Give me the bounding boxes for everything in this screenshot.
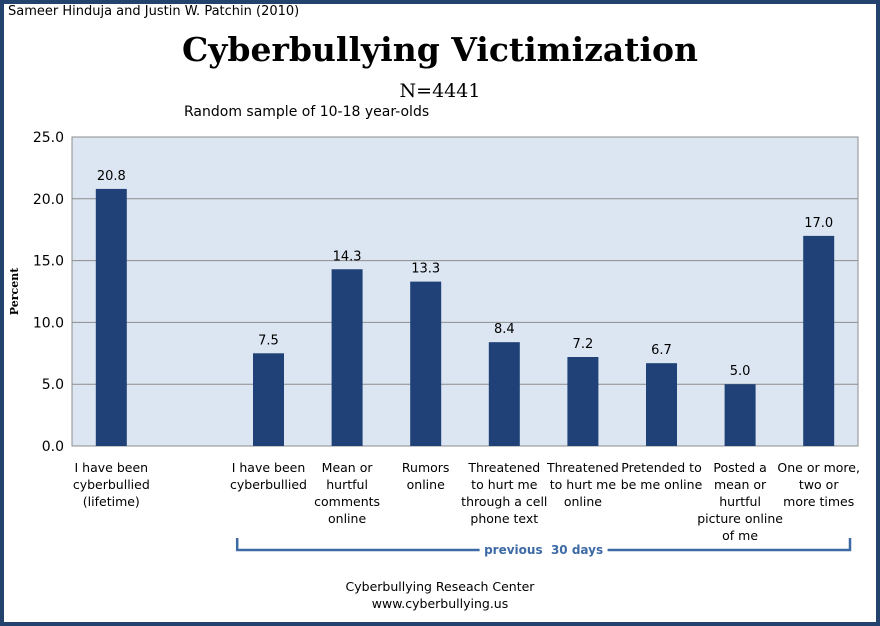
y-tick-label: 15.0 — [33, 254, 64, 270]
category-label: Mean or hurtful comments online — [314, 460, 380, 526]
bracket-left — [235, 538, 480, 552]
footer-url: www.cyberbullying.us — [371, 596, 509, 611]
category-label: One or more, two or more times — [777, 460, 860, 509]
category-label: Threatened to hurt me through a cell phone … — [461, 460, 547, 526]
bracket-label: previous 30 days — [484, 543, 603, 557]
data-label: 7.5 — [258, 333, 279, 348]
data-label: 20.8 — [97, 169, 126, 184]
author-credit: Sameer Hinduja and Justin W. Patchin (20… — [8, 4, 300, 19]
data-label: 6.7 — [651, 343, 672, 358]
category-label: Posted a mean or hurtful picture online of m… — [697, 460, 783, 543]
category-label: Threatened to hurt me online — [546, 460, 619, 509]
chart-subtitle: Random sample of 10-18 year-olds — [184, 104, 430, 120]
data-label: 7.2 — [573, 337, 594, 352]
category-label: I have been cyberbullied (lifetime) — [73, 460, 150, 509]
category-label: Rumors online — [402, 460, 450, 492]
category-label: I have been cyberbullied — [230, 460, 307, 492]
y-tick-label: 10.0 — [33, 315, 64, 331]
bar — [253, 353, 284, 446]
bracket-right — [607, 538, 852, 552]
bar — [646, 363, 677, 446]
data-label: 8.4 — [494, 322, 515, 337]
y-tick-label: 25.0 — [33, 130, 64, 146]
bar — [567, 357, 599, 446]
y-tick-label: 20.0 — [33, 192, 64, 208]
data-label: 14.3 — [333, 249, 362, 264]
bar — [95, 188, 127, 447]
sample-size-label: N=4441 — [399, 80, 481, 102]
data-label: 13.3 — [411, 262, 440, 277]
data-label: 5.0 — [730, 364, 751, 379]
y-axis-label: Percent — [8, 267, 21, 315]
y-tick-label: 0.0 — [42, 439, 64, 455]
bar — [410, 281, 442, 446]
data-label: 17.0 — [804, 216, 833, 231]
category-label: Pretended to be me online — [621, 460, 703, 492]
bar — [488, 342, 520, 446]
bar — [803, 235, 835, 446]
y-tick-label: 5.0 — [42, 377, 64, 393]
chart-title: Cyberbullying Victimization — [181, 30, 699, 69]
bar — [724, 384, 756, 446]
bar — [331, 269, 363, 446]
footer-organization: Cyberbullying Reseach Center — [345, 579, 535, 594]
